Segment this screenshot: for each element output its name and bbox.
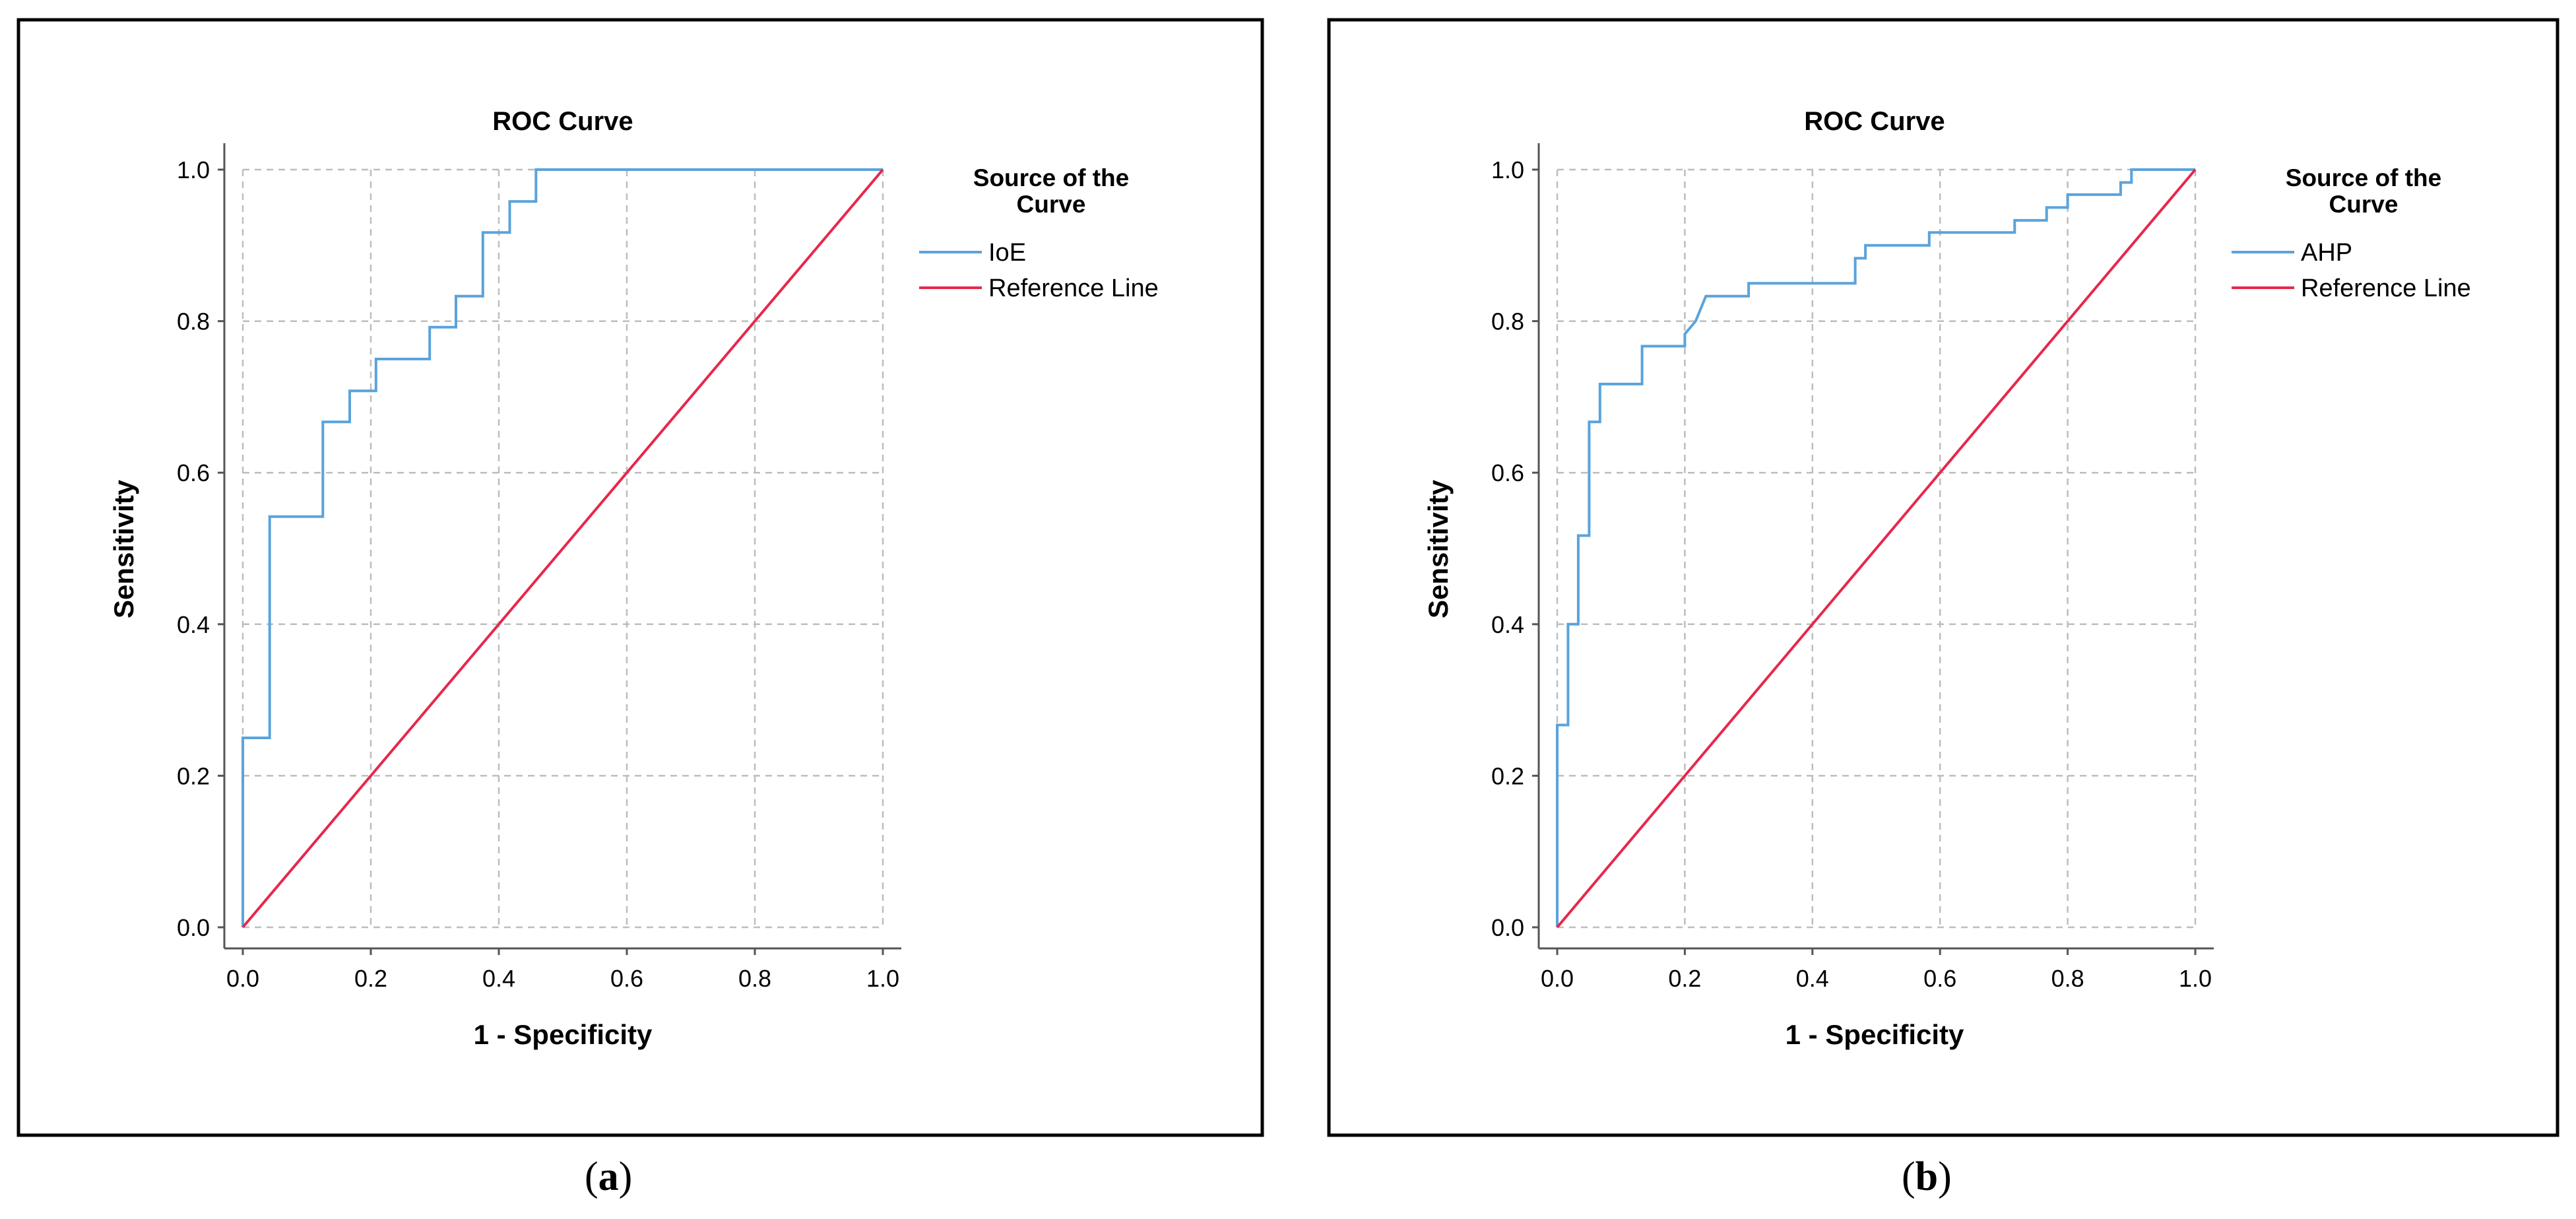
x-tick-label: 0.0 [226,965,259,992]
x-tick-label: 0.8 [738,965,771,992]
y-tick-label: 0.8 [1491,308,1524,335]
legend-entry: AHP [2301,239,2352,267]
panel-caption-a: (a) [585,1154,633,1199]
y-tick-label: 1.0 [1491,156,1524,183]
legend-title: Curve [2329,191,2399,218]
y-tick-label: 0.0 [1491,914,1524,941]
y-axis-label: Sensitivity [108,479,139,618]
y-tick-label: 0.4 [177,611,210,638]
x-tick-label: 0.2 [1668,965,1701,992]
x-tick-label: 0.4 [1796,965,1829,992]
x-tick-label: 0.4 [482,965,515,992]
chart-title: ROC Curve [492,107,633,136]
y-axis-label: Sensitivity [1423,479,1454,618]
y-tick-label: 0.6 [1491,459,1524,486]
roc-chart-a: 0.0 0.2 0.4 0.6 0.8 1.0 0.0 0.2 0.4 0.6 0.8 1.0 ROC … [16,18,1264,1137]
roc-chart-b: 0.0 0.2 0.4 0.6 0.8 1.0 0.0 0.2 0.4 0.6 0.8 1.0 ROC … [1327,18,2560,1137]
figure-panel-a: 0.0 0.2 0.4 0.6 0.8 1.0 0.0 0.2 0.4 0.6 0.8 1.0 ROC … [16,18,1264,1199]
legend-title: Source of the [2286,164,2441,191]
figure-panel-b: 0.0 0.2 0.4 0.6 0.8 1.0 0.0 0.2 0.4 0.6 0.8 1.0 ROC … [1288,0,2576,1219]
panel-caption-b: (b) [1902,1154,1952,1199]
legend-title: Source of the [973,164,1129,191]
x-axis-label: 1 - Specificity [474,1019,653,1050]
y-tick-label: 0.8 [177,308,210,335]
legend-entry: Reference Line [2301,275,2471,302]
legend-entry: Reference Line [988,275,1159,302]
x-tick-label: 1.0 [2179,965,2212,992]
x-tick-label: 0.8 [2051,965,2084,992]
roc-curve-line [242,168,883,927]
y-tick-label: 0.2 [177,762,210,789]
x-tick-label: 0.6 [1923,965,1956,992]
y-tick-label: 1.0 [177,156,210,183]
y-tick-label: 0.0 [177,914,210,941]
reference-line [242,168,884,929]
x-tick-label: 0.6 [610,965,643,992]
x-axis-label: 1 - Specificity [1786,1019,1964,1050]
x-tick-label: 1.0 [866,965,899,992]
legend-title: Curve [1017,191,1086,218]
y-tick-label: 0.6 [177,459,210,486]
roc-curve-line [1556,168,2195,927]
x-tick-label: 0.2 [354,965,387,992]
legend-entry: IoE [988,239,1026,267]
x-tick-label: 0.0 [1541,965,1574,992]
chart-title: ROC Curve [1804,107,1945,136]
reference-line [1556,168,2197,929]
y-tick-label: 0.2 [1491,762,1524,789]
y-tick-label: 0.4 [1491,611,1524,638]
